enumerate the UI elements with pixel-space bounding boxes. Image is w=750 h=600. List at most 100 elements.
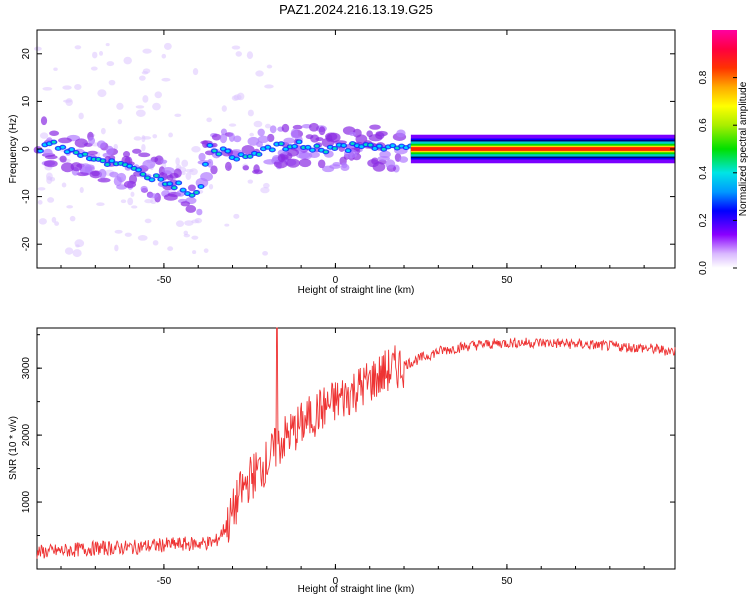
spectrogram-core-highlight bbox=[100, 159, 105, 163]
spectrogram-noise-blob bbox=[46, 176, 53, 184]
spectrogram-halo-blob bbox=[74, 138, 88, 148]
spectrogram-core-highlight bbox=[194, 191, 199, 194]
spectrogram-core-highlight bbox=[140, 172, 145, 176]
spectrogram-noise-blob bbox=[113, 143, 118, 150]
spectrogram-noise-blob bbox=[135, 105, 145, 109]
spectrogram-core-highlight bbox=[270, 148, 275, 152]
spectrogram-core-highlight bbox=[225, 149, 230, 153]
snr-ticks: -50 0 50 1000 2000 3000 bbox=[21, 328, 675, 587]
spectrogram-halo-blob bbox=[253, 164, 260, 174]
spectrogram-noise-blob bbox=[184, 168, 194, 173]
spectrogram-halo-blob bbox=[257, 128, 265, 137]
spectrogram-noise-blob bbox=[96, 202, 105, 206]
spectrogram-noise-blob bbox=[72, 249, 82, 258]
spectrogram-noise-blob bbox=[141, 71, 149, 75]
spectrogram-noise-blob bbox=[144, 198, 153, 204]
spectrogram-noise-blob bbox=[260, 186, 270, 194]
spectrogram-halo-blob bbox=[113, 176, 122, 187]
colorbar-label: Normalized spectral amplitude bbox=[738, 81, 749, 216]
spectrogram-halo-blob bbox=[138, 152, 151, 158]
spectrogram-noise-blob bbox=[51, 216, 57, 223]
spectrogram-halo-blob bbox=[49, 130, 60, 136]
spectrogram-noise-blob bbox=[184, 220, 194, 226]
spectrogram-ylabel: Frequency (Hz) bbox=[8, 115, 19, 184]
spectrogram-noise-blob bbox=[141, 135, 146, 143]
spectrogram-noise-blob bbox=[92, 51, 98, 59]
spectrogram-halo-blob bbox=[160, 159, 168, 164]
colorbar-tick-label: 0.0 bbox=[698, 261, 709, 275]
spectrogram-halo-blob bbox=[257, 135, 269, 144]
spectrogram-noise-blob bbox=[191, 146, 201, 153]
spectrogram-noise-blob bbox=[167, 246, 174, 252]
spectrogram-halo-blob bbox=[308, 122, 319, 132]
spectrogram-halo-blob bbox=[299, 158, 312, 168]
spectrogram-halo-blob bbox=[122, 151, 131, 158]
spectrogram-halo-blob bbox=[277, 153, 286, 162]
spectrogram-core-highlight bbox=[390, 144, 395, 148]
spectrogram-noise-blob bbox=[161, 77, 171, 82]
spectrogram-xtick-label: 50 bbox=[501, 275, 513, 286]
snr-marks bbox=[36, 327, 676, 559]
spectrogram-core-highlight bbox=[221, 147, 226, 151]
spectrogram-halo-blob bbox=[207, 158, 214, 168]
spectrogram-noise-blob bbox=[74, 84, 82, 90]
spectrogram-noise-blob bbox=[161, 53, 167, 59]
spectrogram-noise-blob bbox=[233, 213, 240, 219]
spectrogram-noise-blob bbox=[97, 89, 107, 98]
spectrogram-marks bbox=[33, 42, 675, 258]
spectrogram-core-highlight bbox=[109, 159, 114, 163]
spectrogram-halo-blob bbox=[76, 171, 89, 177]
spectrogram-core-highlight bbox=[105, 163, 110, 166]
colorbar-gradient bbox=[712, 30, 737, 268]
spectrogram-noise-blob bbox=[131, 205, 138, 209]
spectrogram-core-highlight bbox=[328, 145, 333, 149]
spectrogram-core-highlight bbox=[65, 150, 70, 154]
spectrogram-core-highlight bbox=[265, 145, 270, 149]
spectrogram-halo-blob bbox=[96, 140, 106, 149]
spectrogram-core-highlight bbox=[239, 153, 244, 157]
spectrogram-core-highlight bbox=[248, 154, 253, 158]
spectrogram-noise-blob bbox=[247, 179, 254, 184]
spectrogram-noise-blob bbox=[100, 127, 106, 135]
spectrogram-ytick-label: 10 bbox=[21, 95, 32, 107]
spectrogram-xlabel: Height of straight line (km) bbox=[298, 285, 415, 296]
snr-ytick-label: 3000 bbox=[21, 357, 32, 380]
spectrogram-halo-blob bbox=[224, 161, 232, 171]
spectrogram-noise-blob bbox=[66, 205, 74, 209]
spectrogram-ytick-label: 0 bbox=[21, 146, 32, 152]
spectrogram-core-highlight bbox=[341, 144, 346, 147]
spectrogram-noise-blob bbox=[144, 218, 152, 224]
spectrogram-halo-blob bbox=[233, 135, 242, 143]
spectrogram-halo-blob bbox=[109, 171, 119, 178]
spectrogram-core-highlight bbox=[83, 152, 88, 156]
spectrogram-halo-blob bbox=[398, 156, 409, 163]
spectrogram-core-highlight bbox=[181, 188, 186, 192]
spectrogram-core-highlight bbox=[216, 152, 221, 156]
spectrogram-noise-blob bbox=[133, 136, 142, 141]
snr-panel: -50 0 50 1000 2000 3000 Height of straight li… bbox=[8, 327, 676, 595]
spectrogram-noise-blob bbox=[185, 172, 192, 180]
spectrogram-halo-blob bbox=[98, 168, 107, 179]
spectrogram-noise-blob bbox=[137, 235, 148, 241]
spectrogram-noise-blob bbox=[123, 56, 132, 65]
spectrogram-noise-blob bbox=[108, 79, 116, 86]
spectrogram-core-highlight bbox=[123, 163, 128, 167]
spectrogram-noise-blob bbox=[79, 187, 84, 194]
spectrogram-noise-blob bbox=[231, 45, 241, 50]
spectrogram-core-highlight bbox=[136, 168, 141, 172]
spectrogram-core-highlight bbox=[203, 162, 208, 166]
spectrogram-core-highlight bbox=[404, 146, 409, 149]
spectrogram-halo-blob bbox=[45, 154, 58, 160]
spectrogram-halo-blob bbox=[377, 155, 390, 161]
spectrogram-noise-blob bbox=[249, 132, 254, 137]
spectrogram-core-highlight bbox=[91, 157, 96, 161]
spectrogram-noise-blob bbox=[264, 123, 271, 129]
snr-frame bbox=[36, 327, 676, 570]
spectrogram-band bbox=[410, 147, 675, 151]
spectrogram-noise-blob bbox=[175, 157, 180, 166]
spectrogram-core-highlight bbox=[314, 144, 319, 148]
spectrogram-core-highlight bbox=[297, 140, 302, 144]
spectrogram-core-highlight bbox=[279, 142, 284, 146]
spectrogram-noise-blob bbox=[135, 109, 146, 117]
